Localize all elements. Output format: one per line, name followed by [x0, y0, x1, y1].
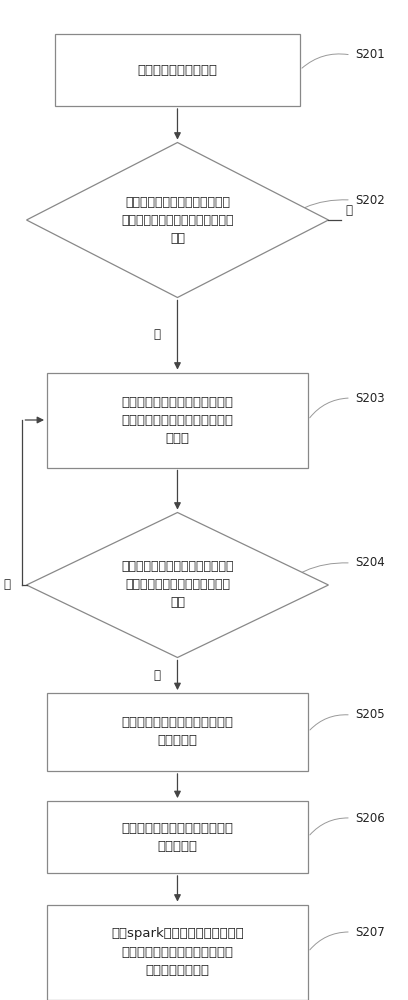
Text: 获取输入的所述授权信息，并存
储所述授权信息到所述授权信息
数据库: 获取输入的所述授权信息，并存 储所述授权信息到所述授权信息 数据库 — [122, 395, 233, 444]
Text: S207: S207 — [355, 926, 385, 938]
Text: S201: S201 — [355, 48, 385, 62]
Polygon shape — [27, 512, 328, 658]
Text: 判断授权信息数据库是否存在与
所述征信报告生成请求对应的授权
信息: 判断授权信息数据库是否存在与 所述征信报告生成请求对应的授权 信息 — [121, 196, 234, 244]
Polygon shape — [27, 142, 328, 298]
Text: 否: 否 — [3, 578, 10, 591]
Text: S205: S205 — [355, 708, 385, 722]
FancyBboxPatch shape — [47, 372, 308, 468]
FancyBboxPatch shape — [47, 693, 308, 771]
Text: S203: S203 — [355, 391, 385, 404]
Text: 接收征信报告生成请求: 接收征信报告生成请求 — [137, 64, 217, 77]
Text: 使用spark技术对所述关键数据进
行并行数据分析，并按照预设的
格式生成征信报告: 使用spark技术对所述关键数据进 行并行数据分析，并按照预设的 格式生成征信报… — [111, 928, 244, 976]
Text: 是: 是 — [345, 204, 353, 217]
Text: 发送所述授权信息到征信数据来源
系统，判断是否接收到所述基础
数据: 发送所述授权信息到征信数据来源 系统，判断是否接收到所述基础 数据 — [121, 560, 234, 609]
Text: S202: S202 — [355, 194, 385, 207]
Text: 否: 否 — [153, 328, 161, 342]
Text: S206: S206 — [355, 812, 385, 824]
FancyBboxPatch shape — [55, 34, 300, 106]
FancyBboxPatch shape — [47, 801, 308, 873]
Text: 存储所述征信数据来源系统返回
的基础数据: 存储所述征信数据来源系统返回 的基础数据 — [122, 716, 233, 748]
FancyBboxPatch shape — [47, 904, 308, 1000]
Text: 是: 是 — [153, 669, 161, 682]
Text: S204: S204 — [355, 556, 385, 570]
Text: 对所述基础数据进行预处理，提
取关键数据: 对所述基础数据进行预处理，提 取关键数据 — [122, 822, 233, 852]
